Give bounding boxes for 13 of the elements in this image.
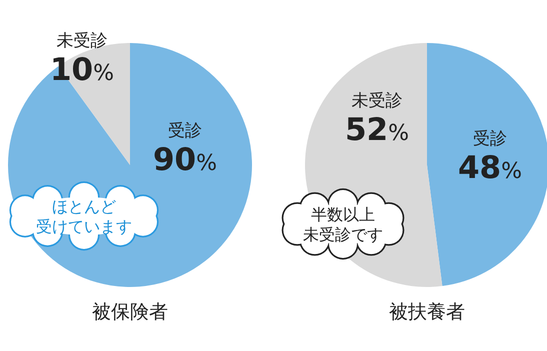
text: 半数以上未受診です (303, 205, 383, 244)
text: 被保険者 (92, 301, 168, 323)
data-label: 90% (152, 142, 218, 178)
slice-label: 受診 (473, 129, 507, 149)
data-label: 52% (344, 112, 410, 148)
slice-label: 受診 (168, 121, 202, 141)
pie-slice (427, 43, 547, 286)
slice-label: 未受診 (56, 31, 108, 51)
text: 被扶養者 (389, 301, 465, 323)
text: ほとんど受けています (36, 197, 132, 236)
data-label: 10% (50, 52, 114, 88)
data-label: 48% (458, 150, 522, 186)
slice-label: 未受診 (352, 91, 402, 111)
